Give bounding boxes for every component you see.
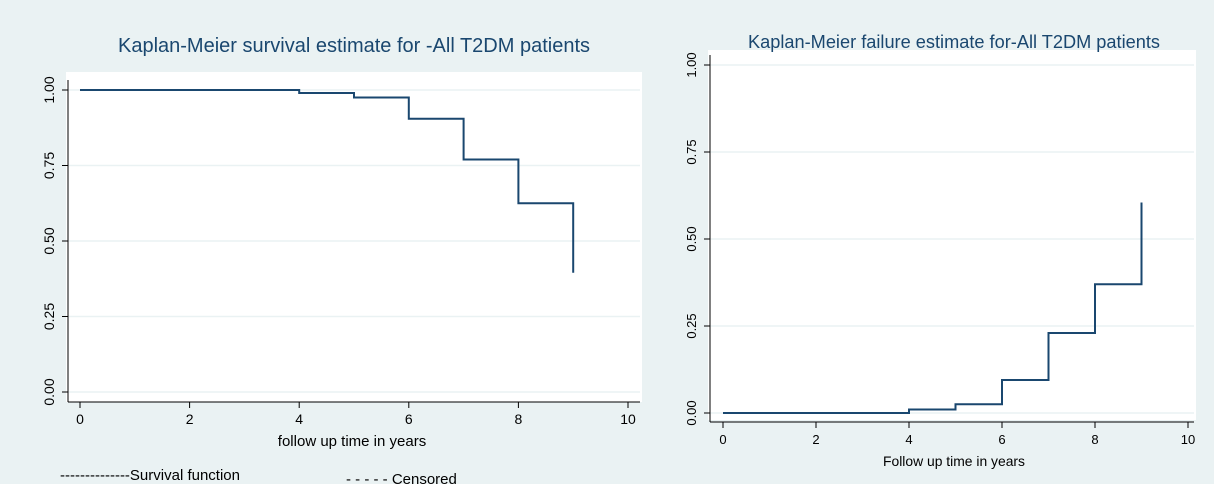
x-tick-label: 8 <box>515 411 523 427</box>
plot-area <box>66 72 642 402</box>
x-tick-label: 4 <box>905 432 912 447</box>
x-tick-label: 0 <box>719 432 726 447</box>
y-tick-label: 0.25 <box>41 303 57 330</box>
x-tick-label: 2 <box>186 411 194 427</box>
plot-area <box>708 50 1196 420</box>
x-tick-label: 4 <box>295 411 303 427</box>
x-axis-label: Follow up time in years <box>883 453 1025 469</box>
y-tick-label: 0.25 <box>684 313 699 338</box>
x-tick-label: 10 <box>1181 432 1195 447</box>
survival-step-line <box>80 89 575 273</box>
chart-title: Kaplan-Meier survival estimate for -All … <box>118 35 590 57</box>
failure-step-line <box>723 202 1143 414</box>
failure-chart: 0.00 0.25 0.50 0.75 1.00 0 2 4 6 8 10 Kaplan-Meie… <box>648 0 1214 484</box>
legend-survival-function: --------------Survival function <box>60 467 240 484</box>
x-tick-label: 0 <box>76 411 84 427</box>
y-tick-label: 1.00 <box>41 76 57 103</box>
y-tick-label: 1.00 <box>684 52 699 77</box>
x-tick-label: 10 <box>620 411 636 427</box>
x-tick-label: 8 <box>1091 432 1098 447</box>
survival-chart: 0.00 0.25 0.50 0.75 1.00 0 2 4 6 8 10 Kaplan-Meie… <box>0 0 648 484</box>
x-tick-label: 6 <box>998 432 1005 447</box>
y-tick-label: 0.75 <box>684 139 699 164</box>
legend-censored: - - - - - Censored <box>346 471 457 484</box>
x-tick-label: 2 <box>812 432 819 447</box>
y-tick-label: 0.50 <box>41 227 57 254</box>
y-tick-label: 0.50 <box>684 226 699 251</box>
chart-title: Kaplan-Meier failure estimate for-All T2… <box>748 32 1160 52</box>
y-tick-label: 0.00 <box>684 400 699 425</box>
x-tick-label: 6 <box>405 411 413 427</box>
y-tick-label: 0.00 <box>41 378 57 405</box>
x-axis-label: follow up time in years <box>278 433 426 450</box>
y-tick-label: 0.75 <box>41 152 57 179</box>
